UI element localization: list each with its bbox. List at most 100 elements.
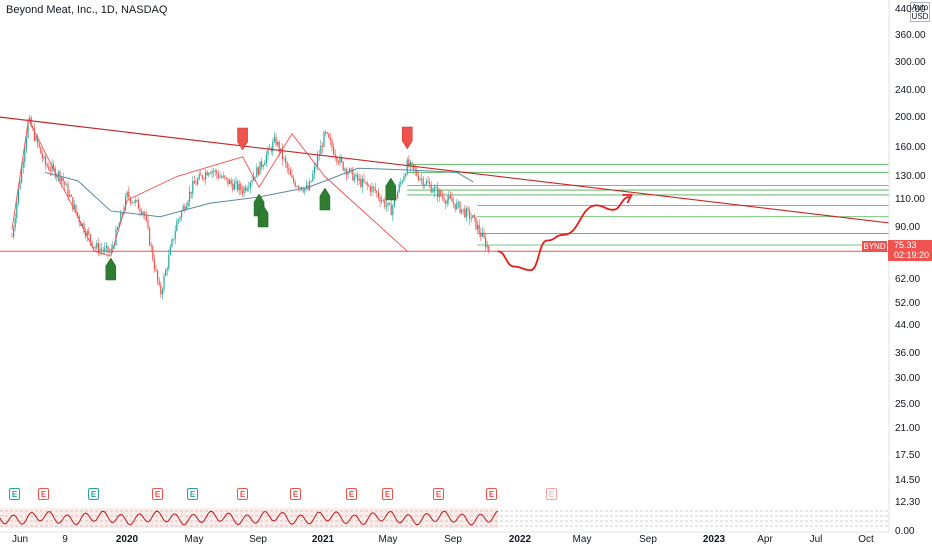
candle-body (432, 191, 434, 193)
candle-body (429, 182, 431, 185)
earnings-marker[interactable]: E (38, 488, 49, 500)
time-axis-tick: Sep (249, 534, 267, 545)
candle-body (435, 187, 437, 189)
candle-body (49, 170, 51, 171)
candle-body (414, 168, 416, 171)
earnings-marker[interactable]: E (546, 488, 557, 500)
time-axis-tick: 2022 (508, 534, 532, 545)
candle-body (305, 185, 307, 188)
candle-body (237, 181, 239, 191)
candle-body (85, 232, 87, 237)
time-axis-tick: Apr (757, 534, 773, 545)
price-axis-tick: 12.30 (895, 497, 921, 508)
earnings-marker[interactable]: E (382, 488, 393, 500)
candle-body (217, 174, 219, 178)
candle-body (62, 177, 64, 182)
price-axis-tick: 36.00 (895, 348, 921, 359)
candle-body (133, 202, 135, 204)
candle-body (97, 243, 99, 253)
candle-body (225, 177, 227, 179)
candle-body (312, 173, 314, 181)
candle-body (65, 184, 67, 186)
earnings-marker[interactable]: E (152, 488, 163, 500)
candle-body (377, 192, 379, 198)
candle-body (398, 184, 400, 192)
candle-body (177, 219, 179, 222)
candle-body (243, 187, 245, 194)
candle-body (289, 170, 291, 175)
price-axis-tick: 21.00 (895, 423, 921, 434)
candle-body (227, 178, 229, 185)
candle-body (129, 197, 131, 203)
candle-body (296, 186, 298, 188)
candle-body (232, 183, 234, 190)
candle-body (315, 165, 317, 167)
earnings-marker[interactable]: E (88, 488, 99, 500)
earnings-marker[interactable]: E (237, 488, 248, 500)
buy-signal-marker (105, 257, 117, 281)
candle-body (365, 182, 367, 184)
candle-body (64, 181, 66, 186)
candle-body (51, 164, 53, 171)
candle-body (411, 162, 413, 165)
candle-body (321, 145, 323, 147)
candle-body (381, 200, 383, 202)
earnings-marker[interactable]: E (187, 488, 198, 500)
candle-body (317, 156, 319, 166)
candle-body (179, 217, 181, 220)
candle-body (392, 205, 394, 216)
time-axis-tick: Oct (858, 534, 874, 545)
candle-body (53, 164, 55, 169)
candle-body (113, 245, 115, 247)
candle-body (120, 212, 122, 224)
time-axis-tick: 2020 (115, 534, 139, 545)
candle-body (261, 161, 263, 167)
candle-body (425, 181, 427, 185)
candle-body (253, 176, 255, 181)
candle-body (13, 227, 15, 237)
candle-body (187, 201, 189, 207)
earnings-marker[interactable]: E (9, 488, 20, 500)
candle-body (294, 182, 296, 187)
candle-body (136, 199, 138, 201)
candle-body (149, 227, 151, 246)
candle-body (454, 203, 456, 210)
projection-curve (497, 196, 630, 272)
candle-body (390, 204, 392, 216)
candle-body (160, 284, 162, 295)
earnings-marker[interactable]: E (486, 488, 497, 500)
candle-body (384, 199, 386, 207)
candle-body (41, 153, 43, 159)
candle-body (110, 248, 112, 252)
time-axis-tick: 2021 (311, 534, 335, 545)
currency-selector[interactable]: Auto USD (910, 2, 930, 22)
candle-body (19, 182, 21, 190)
candle-body (208, 173, 210, 176)
candle-body (161, 289, 163, 295)
time-axis-tick: May (572, 534, 592, 545)
candle-body (355, 174, 357, 177)
candle-body (329, 137, 331, 141)
candle-body (147, 220, 149, 228)
candle-body (125, 196, 127, 210)
price-axis-tick: 14.50 (895, 475, 921, 486)
candle-body (419, 178, 421, 180)
candle-body (465, 208, 467, 218)
candle-body (478, 224, 480, 233)
earnings-marker[interactable]: E (290, 488, 301, 500)
candle-body (56, 176, 58, 178)
candle-body (374, 187, 376, 192)
earnings-marker[interactable]: E (346, 488, 357, 500)
earnings-marker[interactable]: E (433, 488, 444, 500)
pattern-lines (11, 118, 408, 257)
candle-body (11, 236, 13, 238)
candle-body (139, 208, 141, 212)
candle-body (385, 205, 387, 207)
candle-body (360, 178, 362, 187)
price-axis-tick: 44.00 (895, 320, 921, 331)
candle-body (22, 161, 24, 168)
candle-body (241, 190, 243, 194)
candle-body (224, 175, 226, 178)
price-axis-tick: 440.00 (895, 4, 926, 15)
